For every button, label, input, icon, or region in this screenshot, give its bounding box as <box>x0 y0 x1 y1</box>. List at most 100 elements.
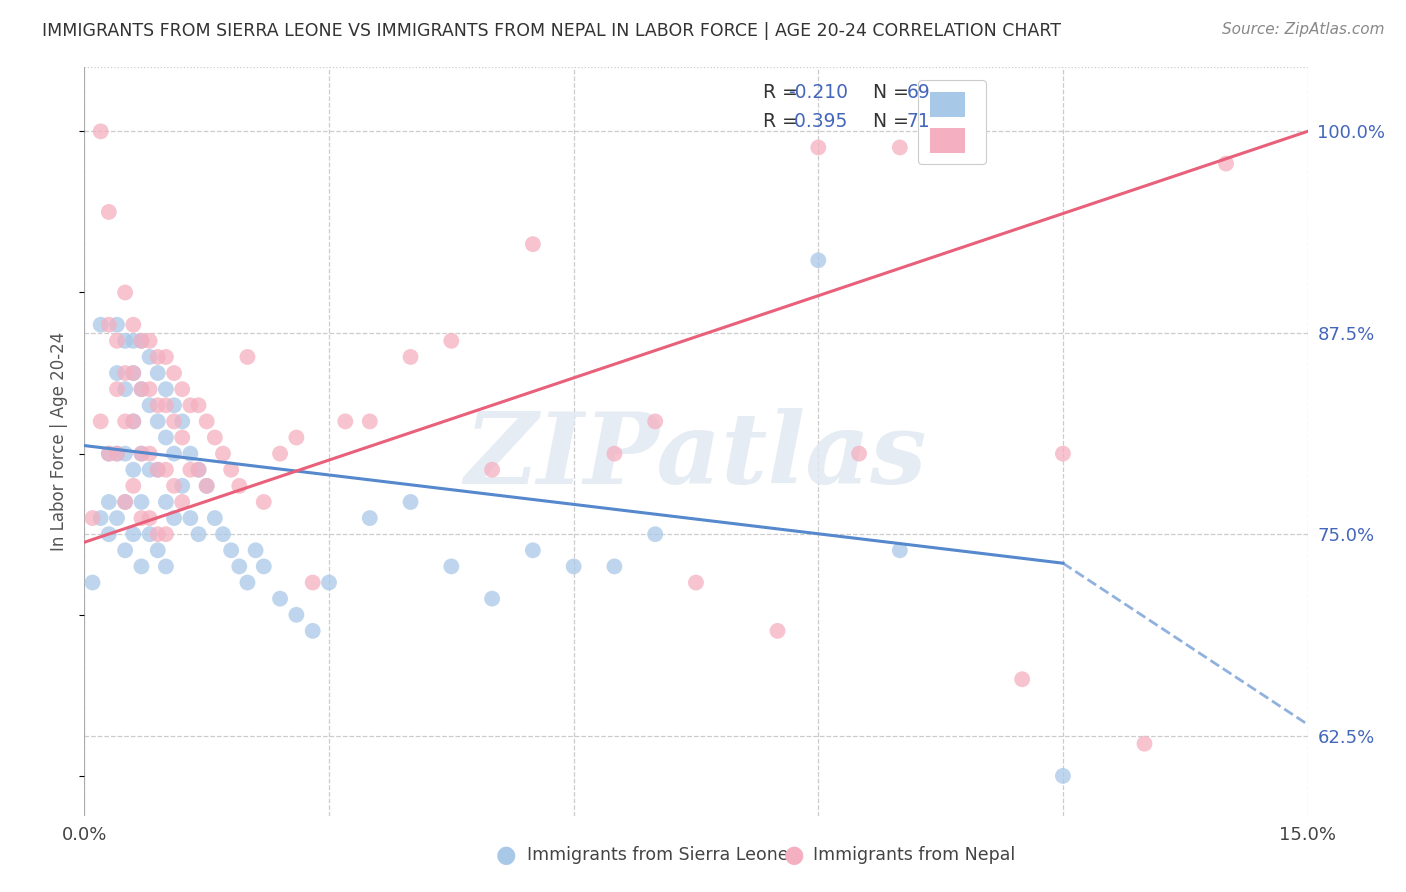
Text: ●: ● <box>496 843 516 866</box>
Point <box>131 559 153 574</box>
Point <box>82 511 104 525</box>
Point <box>138 527 160 541</box>
Point <box>889 140 911 154</box>
Point <box>219 543 242 558</box>
Point <box>269 447 291 461</box>
Point <box>172 414 194 428</box>
Point <box>122 527 145 541</box>
Point <box>82 575 104 590</box>
Point <box>195 479 218 493</box>
Point <box>522 543 544 558</box>
Point <box>228 479 250 493</box>
Point <box>236 575 259 590</box>
Point <box>146 350 169 364</box>
Point <box>212 447 235 461</box>
Point <box>90 318 112 332</box>
Point <box>1133 737 1156 751</box>
Point <box>172 479 194 493</box>
Point <box>146 463 169 477</box>
Point <box>179 511 201 525</box>
Text: IMMIGRANTS FROM SIERRA LEONE VS IMMIGRANTS FROM NEPAL IN LABOR FORCE | AGE 20-24: IMMIGRANTS FROM SIERRA LEONE VS IMMIGRAN… <box>42 22 1062 40</box>
Point <box>105 511 128 525</box>
Point <box>155 495 177 509</box>
Point <box>172 382 194 396</box>
Point <box>163 511 186 525</box>
Point <box>97 447 120 461</box>
Point <box>131 382 153 396</box>
Point <box>138 447 160 461</box>
Point <box>114 447 136 461</box>
Point <box>399 495 422 509</box>
Point <box>146 527 169 541</box>
Point <box>253 495 276 509</box>
Point <box>97 527 120 541</box>
Point <box>131 495 153 509</box>
Point <box>122 318 145 332</box>
Text: Immigrants from Nepal: Immigrants from Nepal <box>813 846 1015 863</box>
Point <box>187 463 209 477</box>
Point <box>131 511 153 525</box>
Point <box>155 398 177 412</box>
Point <box>481 463 503 477</box>
Point <box>301 575 323 590</box>
Point <box>122 479 145 493</box>
Point <box>163 479 186 493</box>
Point <box>146 414 169 428</box>
Point <box>146 366 169 380</box>
Point <box>187 463 209 477</box>
Point <box>179 447 201 461</box>
Point <box>163 366 186 380</box>
Point <box>228 559 250 574</box>
Text: ●: ● <box>785 843 804 866</box>
Point <box>1052 447 1074 461</box>
Point <box>97 495 120 509</box>
Point <box>685 575 707 590</box>
Point <box>122 414 145 428</box>
Text: 69: 69 <box>907 83 931 102</box>
Point <box>97 318 120 332</box>
Point <box>131 382 153 396</box>
Point <box>179 398 201 412</box>
Text: N =: N = <box>860 112 915 131</box>
Point <box>644 414 666 428</box>
Point <box>122 463 145 477</box>
Point <box>603 447 626 461</box>
Point <box>155 382 177 396</box>
Point <box>90 414 112 428</box>
Point <box>105 318 128 332</box>
Point <box>105 447 128 461</box>
Point <box>138 463 160 477</box>
Point <box>204 430 226 444</box>
Point <box>807 253 830 268</box>
Point <box>146 543 169 558</box>
Point <box>179 463 201 477</box>
Point <box>889 543 911 558</box>
Point <box>90 124 112 138</box>
Point <box>195 414 218 428</box>
Text: R =: R = <box>763 83 804 102</box>
Point <box>155 350 177 364</box>
Point <box>848 447 870 461</box>
Point <box>318 575 340 590</box>
Text: R =: R = <box>763 112 804 131</box>
Point <box>285 430 308 444</box>
Point <box>219 463 242 477</box>
Point <box>114 495 136 509</box>
Point <box>245 543 267 558</box>
Point <box>131 334 153 348</box>
Point <box>114 382 136 396</box>
Text: 71: 71 <box>907 112 931 131</box>
Point <box>131 447 153 461</box>
Point <box>131 447 153 461</box>
Point <box>146 398 169 412</box>
Point <box>97 447 120 461</box>
Point <box>138 511 160 525</box>
Point <box>105 447 128 461</box>
Point <box>236 350 259 364</box>
Point <box>155 463 177 477</box>
Point <box>187 527 209 541</box>
Point <box>807 140 830 154</box>
Point <box>603 559 626 574</box>
Point <box>155 527 177 541</box>
Point <box>285 607 308 622</box>
